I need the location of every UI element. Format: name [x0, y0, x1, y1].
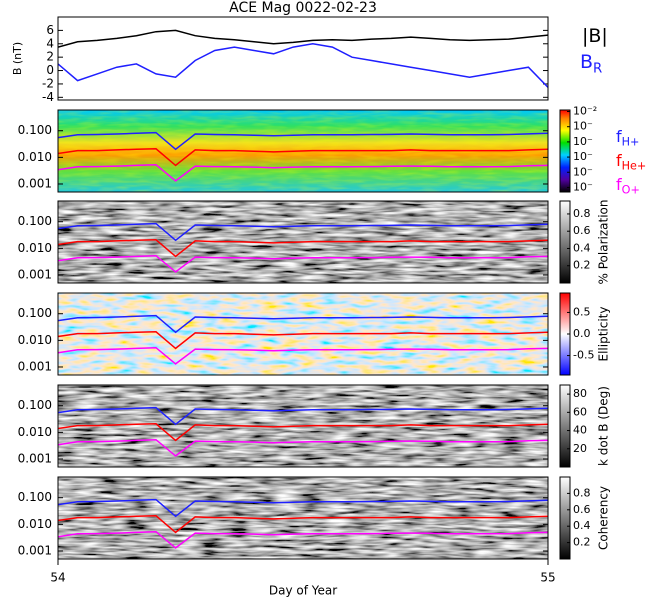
legend-name: f [616, 175, 622, 194]
colorbar-tick-label: 40 [573, 424, 587, 437]
colorbar [559, 384, 571, 468]
legend-name: f [616, 127, 622, 146]
chart-title: ACE Mag 0022-02-23 [229, 0, 377, 16]
series-line [58, 314, 548, 334]
y-tick-label: 0.010 [18, 333, 52, 347]
y-tick-label: 0.010 [18, 425, 52, 439]
colorbar-tick-label: 0.0 [573, 327, 591, 340]
colorbar-label: Ellipticity [597, 307, 611, 362]
y-tick-label: 0.010 [18, 150, 52, 164]
y-tick-label: 0.001 [18, 359, 52, 373]
colorbar-tick-label: 10⁻ [573, 135, 593, 148]
y-tick-label: 0.001 [18, 451, 52, 465]
colorbar [559, 200, 571, 284]
y-tick-label: -2 [42, 76, 54, 90]
colorbar-tick-label: 0.6 [573, 503, 591, 516]
legend-label: BR [580, 51, 602, 77]
y-tick-label: 4 [46, 36, 54, 50]
plot-frame [57, 16, 549, 101]
y-tick-label: 0.100 [18, 214, 52, 228]
y-axis-label: B (nT) [11, 42, 24, 75]
colorbar-tick-label: -0.5 [573, 349, 594, 362]
y-tick-label: 0.001 [18, 543, 52, 557]
y-tick-label: 0.100 [18, 306, 52, 320]
colorbar-tick-label: 10⁻² [573, 105, 597, 118]
series-line [58, 406, 548, 426]
y-tick-label: -4 [42, 90, 54, 104]
colorbar-tick-label: 0.2 [573, 259, 591, 272]
colorbar-tick-label: 0.6 [573, 224, 591, 237]
series-line [58, 254, 548, 273]
x-tick-label: 55 [540, 571, 555, 585]
series-line [58, 29, 548, 48]
y-tick-label: 0.010 [18, 241, 52, 255]
y-tick-label: 0.100 [18, 398, 52, 412]
plot-frame [57, 476, 549, 560]
colorbar-tick-label: 0.4 [573, 241, 591, 254]
colorbar-tick-label: 0.5 [573, 305, 591, 318]
y-tick-label: 0.100 [18, 490, 52, 504]
series-line [58, 163, 548, 182]
plot-frame [57, 200, 549, 284]
series-line [58, 498, 548, 518]
y-tick-label: 0.010 [18, 517, 52, 531]
colorbar-label: k dot B (Deg) [597, 386, 611, 466]
plot-frame [57, 384, 549, 468]
y-tick-label: 2 [46, 50, 54, 64]
colorbar-tick-label: 10⁻ [573, 180, 593, 193]
series-line [58, 438, 548, 457]
colorbar-tick-label: 0.8 [573, 486, 591, 499]
colorbar-tick-label: 10⁻ [573, 120, 593, 133]
legend-label: fH+ [616, 127, 639, 149]
series-line [58, 131, 548, 151]
colorbar-tick-label: 60 [573, 405, 587, 418]
y-tick-label: 6 [46, 23, 54, 37]
series-line [58, 346, 548, 365]
colorbar-tick-label: 20 [573, 442, 587, 455]
legend-label: fO+ [616, 175, 640, 197]
legend-name: |B| [582, 25, 608, 47]
legend-subscript: H+ [622, 136, 640, 149]
series-line [58, 423, 548, 442]
legend-label: |B| [582, 25, 608, 47]
colorbar-tick-label: 10⁻ [573, 165, 593, 178]
series-line [58, 515, 548, 534]
legend-subscript: He+ [622, 160, 647, 173]
x-axis-label: Day of Year [269, 584, 337, 598]
colorbar [559, 476, 571, 560]
y-tick-label: 0 [46, 63, 54, 77]
colorbar [559, 109, 571, 193]
legend-name: B [580, 51, 593, 73]
colorbar-tick-label: 80 [573, 387, 587, 400]
colorbar-tick-label: 0.2 [573, 536, 591, 549]
plot-frame [57, 292, 549, 376]
colorbar-tick-label: 0.8 [573, 207, 591, 220]
colorbar-tick-label: 10⁻ [573, 150, 593, 163]
series-line [58, 148, 548, 167]
series-line [58, 530, 548, 549]
series-line [58, 222, 548, 242]
legend-subscript: O+ [622, 184, 640, 197]
y-tick-label: 0.100 [18, 123, 52, 137]
plot-frame [57, 109, 549, 193]
series-line [58, 331, 548, 350]
series-line [58, 239, 548, 258]
y-tick-label: 0.001 [18, 267, 52, 281]
legend-subscript: R [593, 62, 602, 77]
x-tick-label: 54 [50, 571, 65, 585]
colorbar-label: % Polarization [597, 200, 611, 285]
y-tick-label: 0.001 [18, 176, 52, 190]
series-line [58, 43, 548, 88]
colorbar-tick-label: 0.4 [573, 519, 591, 532]
legend-name: f [616, 151, 622, 170]
colorbar-label: Coherency [597, 486, 611, 550]
legend-label: fHe+ [616, 151, 646, 173]
